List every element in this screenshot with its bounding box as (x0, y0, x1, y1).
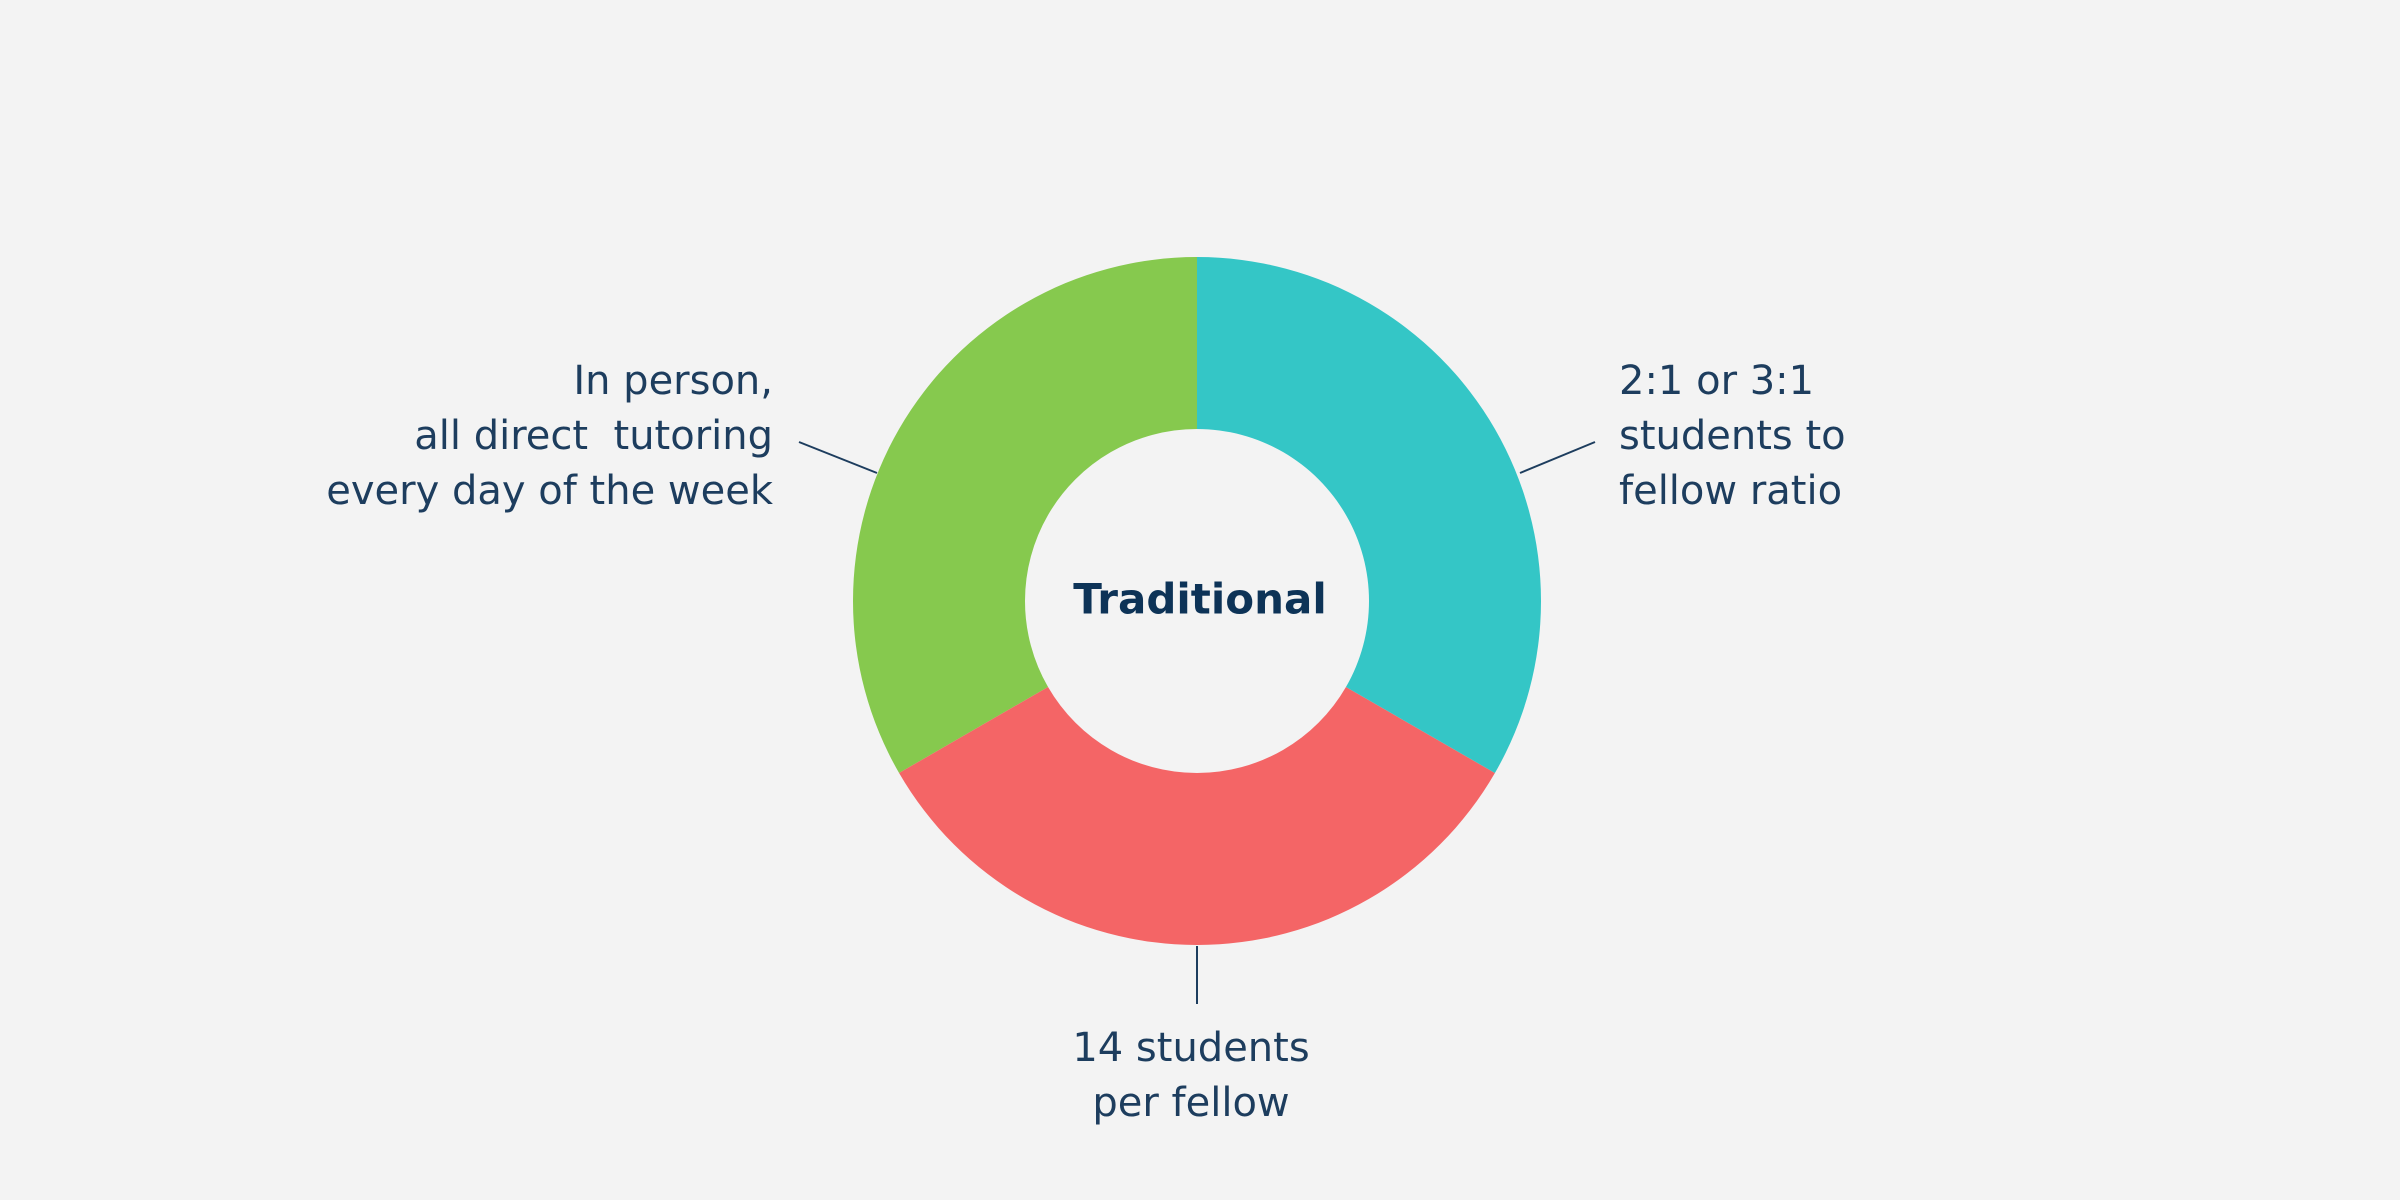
segment-label: per fellow (1092, 1080, 1289, 1126)
segment-label: every day of the week (326, 468, 774, 514)
segment-label: fellow ratio (1619, 468, 1842, 514)
segment-label: 14 students (1072, 1025, 1309, 1071)
leader-line (1519, 441, 1596, 474)
leader-line (798, 441, 878, 474)
center-label: Traditional (1073, 575, 1327, 624)
segment-label: students to (1619, 413, 1846, 459)
segment-label: In person, (573, 358, 773, 404)
segment-label: all direct tutoring (414, 413, 773, 459)
donut-segment (1197, 257, 1541, 773)
donut-segment (899, 687, 1495, 945)
segment-label: 2:1 or 3:1 (1619, 358, 1814, 404)
donut-segment (853, 257, 1197, 773)
